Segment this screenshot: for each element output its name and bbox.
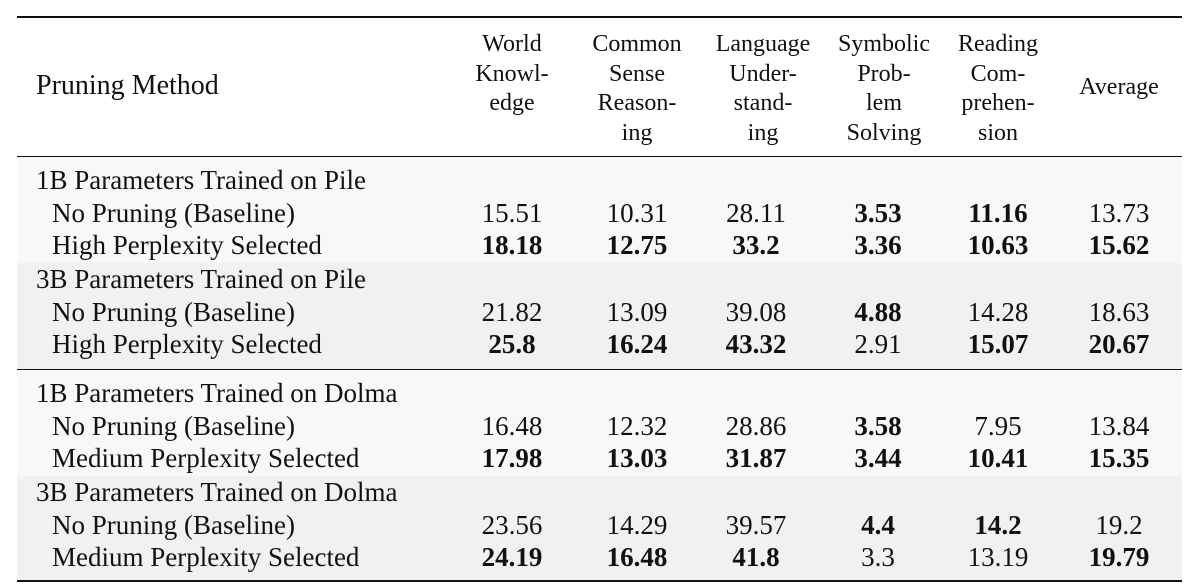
table-cell: 25.8 xyxy=(488,329,536,359)
group-title: 3B Parameters Trained on Pile xyxy=(36,264,366,294)
table-row: High Perplexity Selected 18.18 12.75 33.2 3.… xyxy=(0,229,1199,261)
row-method-label: No Pruning (Baseline) xyxy=(52,296,295,327)
header-rule xyxy=(17,156,1182,157)
table-cell: 10.63 xyxy=(967,230,1029,260)
table-cell: 3.44 xyxy=(854,443,902,473)
table-cell: 12.75 xyxy=(606,230,668,260)
table-cell: 15.07 xyxy=(967,329,1029,359)
header-reading-comprehension: Reading Com- prehen- sion xyxy=(958,31,1038,146)
table-cell: 10.31 xyxy=(606,197,668,228)
table-cell: 43.32 xyxy=(725,329,787,359)
group-title: 3B Parameters Trained on Dolma xyxy=(36,477,398,507)
table-cell: 14.28 xyxy=(967,296,1029,327)
row-method-label: No Pruning (Baseline) xyxy=(52,509,295,540)
table-cell: 39.57 xyxy=(725,509,787,540)
table-cell: 28.86 xyxy=(725,410,787,441)
section-rule xyxy=(17,369,1182,370)
bottom-rule xyxy=(17,580,1182,582)
table-cell: 15.35 xyxy=(1088,443,1150,473)
group-band-2 xyxy=(17,263,1182,369)
table-cell: 11.16 xyxy=(968,197,1028,228)
table-cell: 14.29 xyxy=(606,509,668,540)
table-row: High Perplexity Selected 25.8 16.24 43.32 2.… xyxy=(0,328,1199,360)
row-method-label: No Pruning (Baseline) xyxy=(52,197,295,228)
table-cell: 13.19 xyxy=(967,542,1029,572)
group-header-row: 3B Parameters Trained on Pile xyxy=(0,263,1199,295)
table-row: No Pruning (Baseline) 16.48 12.32 28.86 3.58… xyxy=(0,410,1199,442)
group-band-4 xyxy=(17,476,1182,580)
table-cell: 28.11 xyxy=(726,197,786,228)
table-row: No Pruning (Baseline) 15.51 10.31 28.11 3.53… xyxy=(0,197,1199,229)
table-cell: 13.73 xyxy=(1088,197,1150,228)
row-method-label: High Perplexity Selected xyxy=(52,329,322,359)
table-cell: 19.2 xyxy=(1095,509,1143,540)
table-cell: 3.53 xyxy=(854,197,902,228)
table-cell: 13.03 xyxy=(606,443,668,473)
group-header-row: 3B Parameters Trained on Dolma xyxy=(0,476,1199,508)
table-cell: 4.4 xyxy=(861,509,895,540)
table-cell: 7.95 xyxy=(974,410,1022,441)
table-cell: 41.8 xyxy=(732,542,780,572)
table-row: No Pruning (Baseline) 21.82 13.09 39.08 4.88… xyxy=(0,296,1199,328)
table-cell: 16.24 xyxy=(606,329,668,359)
table-cell: 15.62 xyxy=(1088,230,1150,260)
table-cell: 18.18 xyxy=(481,230,543,260)
table-cell: 33.2 xyxy=(732,230,780,260)
table-cell: 16.48 xyxy=(606,542,668,572)
header-average: Average xyxy=(1079,74,1159,100)
table-cell: 21.82 xyxy=(481,296,543,327)
table-cell: 3.3 xyxy=(861,542,895,572)
row-method-label: High Perplexity Selected xyxy=(52,230,322,260)
table-cell: 24.19 xyxy=(481,542,543,572)
top-rule xyxy=(17,16,1182,18)
row-method-label: Medium Perplexity Selected xyxy=(52,443,360,473)
header-common-sense-reasoning: Common Sense Reason- ing xyxy=(592,31,682,146)
header-pruning-method: Pruning Method xyxy=(36,70,219,101)
table-row: No Pruning (Baseline) 23.56 14.29 39.57 4.4 1… xyxy=(0,509,1199,541)
table-cell: 13.84 xyxy=(1088,410,1150,441)
header-symbolic-problem-solving: Symbolic Prob- lem Solving xyxy=(837,31,931,146)
table-cell: 20.67 xyxy=(1088,329,1150,359)
table-cell: 15.51 xyxy=(481,197,543,228)
table-cell: 23.56 xyxy=(481,509,543,540)
group-header-row: 1B Parameters Trained on Pile xyxy=(0,164,1199,196)
table-cell: 3.36 xyxy=(854,230,902,260)
table-cell: 13.09 xyxy=(606,296,668,327)
table-cell: 16.48 xyxy=(481,410,543,441)
group-title: 1B Parameters Trained on Dolma xyxy=(36,378,398,408)
table-row: Medium Perplexity Selected 17.98 13.03 31.8… xyxy=(0,442,1199,474)
row-method-label: Medium Perplexity Selected xyxy=(52,542,360,572)
group-header-row: 1B Parameters Trained on Dolma xyxy=(0,377,1199,409)
row-method-label: No Pruning (Baseline) xyxy=(52,410,295,441)
table-cell: 12.32 xyxy=(606,410,668,441)
table-cell: 2.91 xyxy=(854,329,902,359)
table-cell: 39.08 xyxy=(725,296,787,327)
group-band-1 xyxy=(17,157,1182,263)
table-cell: 31.87 xyxy=(725,443,787,473)
table-cell: 17.98 xyxy=(481,443,543,473)
table-row: Medium Perplexity Selected 24.19 16.48 41.8… xyxy=(0,541,1199,573)
table-cell: 14.2 xyxy=(974,509,1022,540)
group-title: 1B Parameters Trained on Pile xyxy=(36,165,366,195)
table-cell: 19.79 xyxy=(1088,542,1150,572)
header-world-knowledge: World Knowl- edge xyxy=(475,31,549,116)
group-band-3 xyxy=(17,370,1182,476)
table-cell: 18.63 xyxy=(1088,296,1150,327)
header-language-understanding: Language Under- stand- ing xyxy=(715,31,811,146)
table-cell: 4.88 xyxy=(854,296,902,327)
table-cell: 3.58 xyxy=(854,410,902,441)
table-cell: 10.41 xyxy=(967,443,1029,473)
